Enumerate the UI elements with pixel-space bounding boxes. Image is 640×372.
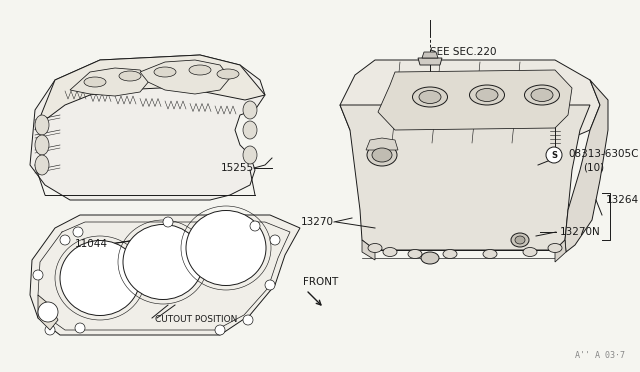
Ellipse shape <box>470 85 504 105</box>
Ellipse shape <box>525 85 559 105</box>
Ellipse shape <box>119 71 141 81</box>
Polygon shape <box>362 240 375 260</box>
Text: S: S <box>551 151 557 160</box>
Polygon shape <box>340 60 600 145</box>
Circle shape <box>73 227 83 237</box>
Ellipse shape <box>413 87 447 107</box>
Text: 13270N: 13270N <box>560 227 601 237</box>
Ellipse shape <box>84 77 106 87</box>
Ellipse shape <box>243 121 257 139</box>
Ellipse shape <box>243 101 257 119</box>
Text: 13264: 13264 <box>606 195 639 205</box>
Ellipse shape <box>523 247 537 257</box>
Polygon shape <box>422 52 438 58</box>
Ellipse shape <box>186 211 266 285</box>
Circle shape <box>38 302 58 322</box>
Circle shape <box>270 235 280 245</box>
Text: FRONT: FRONT <box>303 277 339 287</box>
Ellipse shape <box>367 144 397 166</box>
Polygon shape <box>418 58 442 65</box>
Ellipse shape <box>372 148 392 162</box>
Ellipse shape <box>419 90 441 103</box>
Circle shape <box>215 325 225 335</box>
Ellipse shape <box>60 241 140 315</box>
Text: (10): (10) <box>583 162 604 172</box>
Polygon shape <box>70 68 150 96</box>
Ellipse shape <box>511 233 529 247</box>
Polygon shape <box>140 60 230 94</box>
Ellipse shape <box>368 244 382 253</box>
Ellipse shape <box>243 146 257 164</box>
Polygon shape <box>555 240 566 262</box>
Circle shape <box>265 280 275 290</box>
Ellipse shape <box>531 89 553 102</box>
Polygon shape <box>340 105 590 250</box>
Polygon shape <box>35 55 265 130</box>
Circle shape <box>163 217 173 227</box>
Polygon shape <box>30 215 300 335</box>
Polygon shape <box>378 70 572 130</box>
Ellipse shape <box>383 247 397 257</box>
Circle shape <box>45 325 55 335</box>
Ellipse shape <box>123 224 203 299</box>
Polygon shape <box>30 55 265 200</box>
Circle shape <box>243 315 253 325</box>
Circle shape <box>40 303 50 313</box>
Polygon shape <box>366 138 398 150</box>
Ellipse shape <box>421 252 439 264</box>
Ellipse shape <box>548 244 562 253</box>
Ellipse shape <box>476 89 498 102</box>
Circle shape <box>60 235 70 245</box>
Circle shape <box>250 221 260 231</box>
Ellipse shape <box>154 67 176 77</box>
Polygon shape <box>38 295 58 330</box>
Ellipse shape <box>443 250 457 259</box>
Circle shape <box>546 147 562 163</box>
Ellipse shape <box>35 135 49 155</box>
Ellipse shape <box>408 250 422 259</box>
Text: 13270: 13270 <box>301 217 334 227</box>
Ellipse shape <box>189 65 211 75</box>
Text: 11044: 11044 <box>75 239 108 249</box>
Text: CUTOUT POSITION: CUTOUT POSITION <box>155 315 237 324</box>
Ellipse shape <box>35 155 49 175</box>
Text: 15255: 15255 <box>221 163 254 173</box>
Text: SEE SEC.220: SEE SEC.220 <box>430 47 497 57</box>
Ellipse shape <box>35 115 49 135</box>
Ellipse shape <box>515 236 525 244</box>
Circle shape <box>75 323 85 333</box>
Circle shape <box>33 270 43 280</box>
Ellipse shape <box>483 250 497 259</box>
Ellipse shape <box>217 69 239 79</box>
Text: A'' A 03·7: A'' A 03·7 <box>575 351 625 360</box>
Polygon shape <box>565 80 608 252</box>
Text: 08313-6305C: 08313-6305C <box>568 149 639 159</box>
